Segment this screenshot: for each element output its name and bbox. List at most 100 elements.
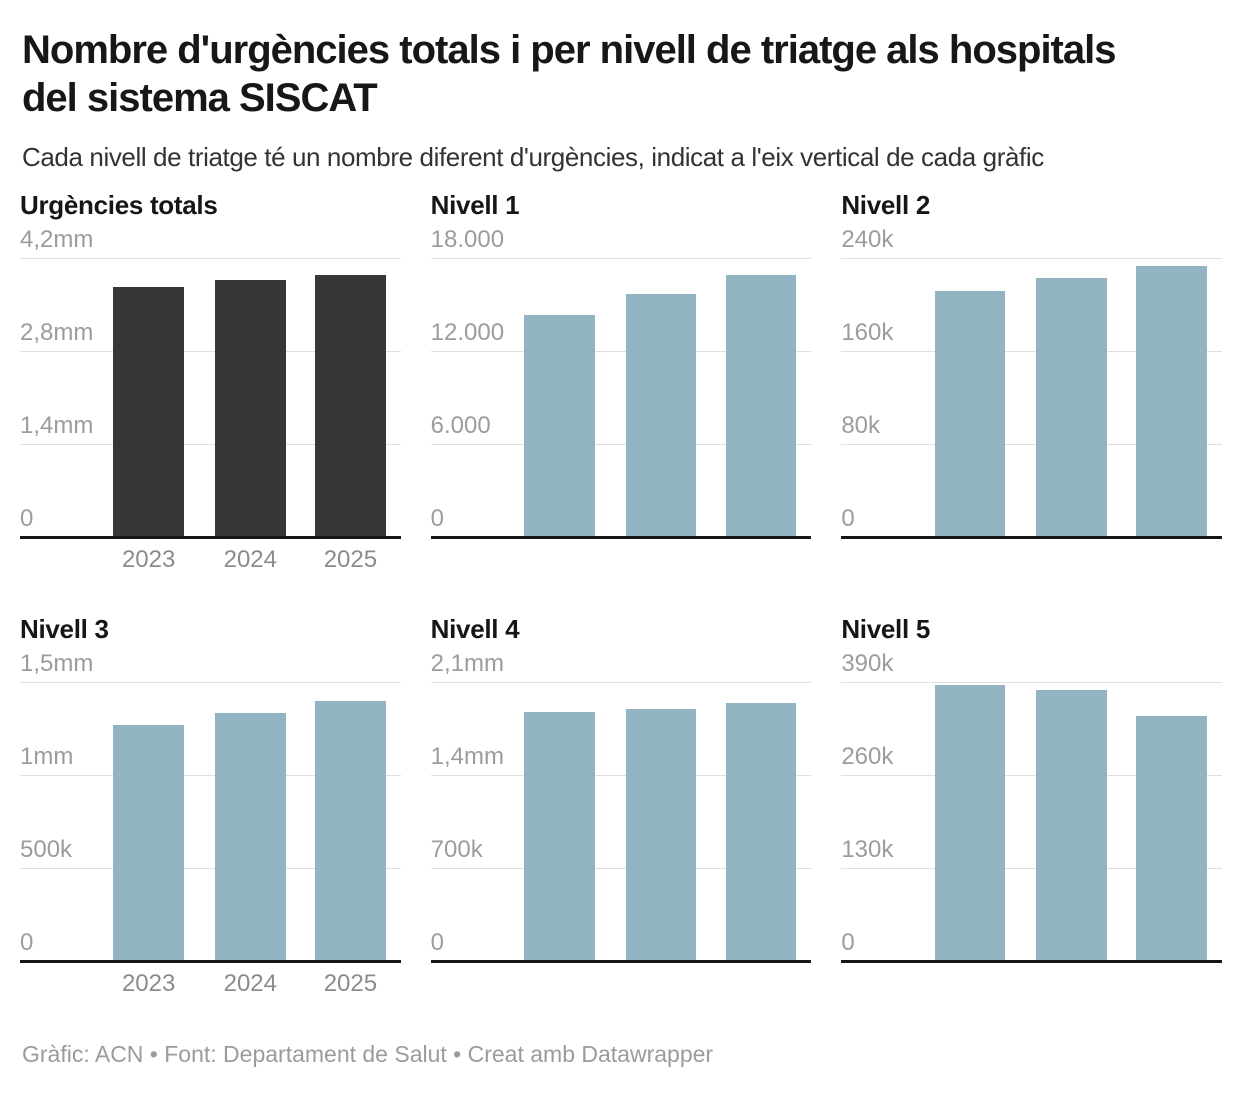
y-gridline xyxy=(20,444,401,445)
bar-2024[interactable] xyxy=(214,712,286,961)
y-gridline xyxy=(20,258,401,259)
chart-title: Urgències totals xyxy=(20,190,218,220)
y-tick-label: 4,2mm xyxy=(20,226,94,253)
chart-title: Nivell 3 xyxy=(20,614,109,644)
x-axis-baseline xyxy=(841,960,1222,963)
y-tick-label: 12.000 xyxy=(430,319,505,347)
chart-5: Nivell 4 2,1mm 1,4mm 700k 0 xyxy=(430,613,812,999)
x-tick-label: 2025 xyxy=(323,546,378,573)
y-tick-label: 260k xyxy=(841,743,894,771)
bar-2023[interactable] xyxy=(523,315,595,537)
x-axis-baseline xyxy=(20,536,401,539)
x-tick-label: 2025 xyxy=(323,970,378,997)
y-gridline xyxy=(430,351,812,352)
x-axis-baseline xyxy=(430,960,812,963)
y-gridline xyxy=(841,258,1222,259)
y-tick-label: 160k xyxy=(841,319,894,347)
plot-area: 390k 260k 130k 0 xyxy=(841,650,1222,963)
chart-title: Nivell 1 xyxy=(430,190,520,220)
x-tick-label: 2024 xyxy=(223,546,277,573)
y-tick-label: 0 xyxy=(430,505,445,532)
plot-area: 4,2mm 2,8mm 1,4mm 0 xyxy=(20,226,401,539)
bar-2024[interactable] xyxy=(625,708,697,961)
x-tick-label: 2023 xyxy=(121,970,176,997)
y-gridline xyxy=(20,775,401,776)
x-axis-labels xyxy=(431,961,812,999)
y-tick-label: 500k xyxy=(20,836,73,864)
bar-2023[interactable] xyxy=(523,711,595,961)
y-gridline xyxy=(430,775,812,776)
chart-1: Urgències totals 4,2mm 2,8mm 1,4mm 0 2023 2024… xyxy=(20,189,401,575)
bar-2023[interactable] xyxy=(113,287,185,537)
bar-2023[interactable] xyxy=(934,291,1006,537)
y-tick-label: 1,5mm xyxy=(20,650,94,677)
y-tick-label: 18.000 xyxy=(430,226,505,253)
x-axis-baseline xyxy=(430,536,812,539)
bar-2024[interactable] xyxy=(1036,277,1108,537)
x-axis-baseline xyxy=(841,536,1222,539)
y-tick-label: 0 xyxy=(430,929,445,956)
y-tick-label: 0 xyxy=(20,929,34,956)
plot-area: 240k 160k 80k 0 xyxy=(841,226,1222,539)
y-tick-label: 130k xyxy=(841,836,894,864)
footer-credit: Gràfic: ACN • Font: Departament de Salut… xyxy=(22,1041,714,1067)
y-tick-label: 80k xyxy=(841,412,881,440)
chart-3: Nivell 2 240k 160k 80k 0 xyxy=(841,189,1222,575)
bar-2024[interactable] xyxy=(214,279,286,537)
x-axis-labels xyxy=(431,537,812,575)
y-tick-label: 6.000 xyxy=(430,412,491,440)
bar-2023[interactable] xyxy=(934,684,1006,961)
y-gridline xyxy=(841,868,1222,869)
y-tick-label: 1,4mm xyxy=(430,743,505,771)
chart-4: Nivell 3 1,5mm 1mm 500k 0 2023 2024 2025 xyxy=(20,613,401,999)
y-gridline xyxy=(841,775,1222,776)
y-gridline xyxy=(430,258,812,259)
bar-2025[interactable] xyxy=(725,703,797,961)
chart-title: Nivell 4 xyxy=(430,614,520,644)
plot-area: 1,5mm 1mm 500k 0 xyxy=(20,650,401,963)
y-gridline xyxy=(430,682,812,683)
y-tick-label: 390k xyxy=(841,650,894,677)
y-gridline xyxy=(430,868,812,869)
y-tick-label: 1mm xyxy=(20,743,74,771)
y-tick-label: 0 xyxy=(841,505,855,532)
y-gridline xyxy=(430,444,812,445)
bar-2025[interactable] xyxy=(725,275,797,537)
page-title-line-1: Nombre d'urgències totals i per nivell d… xyxy=(22,28,1116,72)
y-gridline xyxy=(841,444,1222,445)
page-title-line-2: del sistema SISCAT xyxy=(22,76,378,120)
x-axis-labels: 2023 2024 2025 xyxy=(20,961,401,999)
y-tick-label: 1,4mm xyxy=(20,412,94,440)
y-tick-label: 700k xyxy=(430,836,483,864)
bar-2025[interactable] xyxy=(1136,715,1208,961)
y-gridline xyxy=(841,351,1222,352)
x-axis-labels: 2023 2024 2025 xyxy=(20,537,401,575)
y-tick-label: 0 xyxy=(841,929,855,956)
x-tick-label: 2024 xyxy=(223,970,277,997)
bar-2023[interactable] xyxy=(113,724,185,961)
y-gridline xyxy=(841,682,1222,683)
chart-2: Nivell 1 18.000 12.000 6.000 0 xyxy=(430,189,812,575)
page: Nombre d'urgències totals i per nivell d… xyxy=(0,26,1240,1067)
page-subtitle: Cada nivell de triatge té un nombre dife… xyxy=(22,142,1044,172)
x-tick-label: 2023 xyxy=(121,546,176,573)
plot-area: 2,1mm 1,4mm 700k 0 xyxy=(430,650,812,963)
x-axis-baseline xyxy=(20,960,401,963)
chart-6: Nivell 5 390k 260k 130k 0 xyxy=(841,613,1222,999)
y-tick-label: 2,1mm xyxy=(430,650,505,677)
charts-grid: Urgències totals 4,2mm 2,8mm 1,4mm 0 2023 2024… xyxy=(20,189,1222,999)
plot-area: 18.000 12.000 6.000 0 xyxy=(430,226,812,539)
page-title: Nombre d'urgències totals i per nivell d… xyxy=(22,26,1222,122)
bar-2025[interactable] xyxy=(1136,266,1208,537)
y-tick-label: 2,8mm xyxy=(20,319,94,347)
y-gridline xyxy=(20,682,401,683)
bar-2024[interactable] xyxy=(625,293,697,537)
y-gridline xyxy=(20,351,401,352)
bar-2025[interactable] xyxy=(315,275,386,537)
chart-title: Nivell 5 xyxy=(841,614,930,644)
bar-2025[interactable] xyxy=(315,700,386,961)
y-gridline xyxy=(20,868,401,869)
chart-title: Nivell 2 xyxy=(841,190,930,220)
x-axis-labels xyxy=(841,537,1222,575)
bar-2024[interactable] xyxy=(1036,689,1108,961)
